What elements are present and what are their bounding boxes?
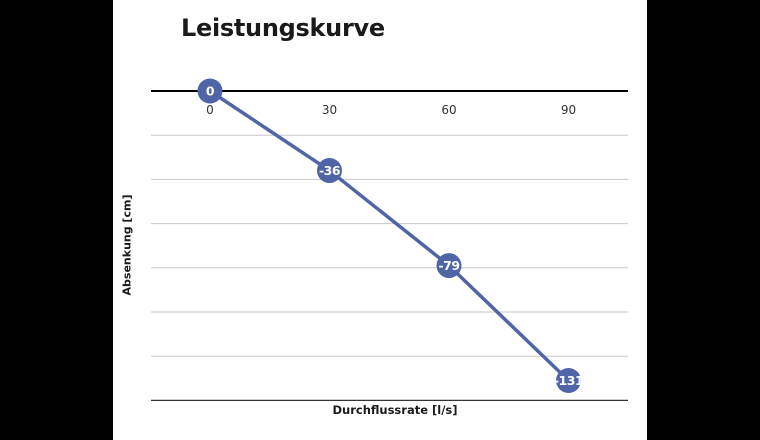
line-chart-plot: 0 30 60 90 0 -36 -79 -131 bbox=[151, 78, 628, 402]
data-point-marker bbox=[317, 158, 342, 184]
data-point-label: 0 bbox=[206, 84, 215, 99]
data-point-label: -36 bbox=[319, 163, 341, 178]
y-axis-label: Absenkung [cm] bbox=[120, 194, 134, 296]
data-point-marker bbox=[556, 368, 581, 394]
data-point-marker bbox=[436, 253, 462, 279]
x-tick-label: 90 bbox=[561, 103, 576, 117]
data-line bbox=[209, 89, 570, 382]
chart-title: Leistungskurve bbox=[181, 14, 385, 42]
x-axis-label: Durchflussrate [l/s] bbox=[332, 403, 458, 417]
data-point-marker bbox=[197, 78, 223, 104]
x-tick-label: 0 bbox=[206, 103, 214, 117]
x-tick-label: 30 bbox=[322, 103, 337, 117]
data-point-label: -79 bbox=[438, 258, 459, 273]
chart-panel: Leistungskurve 0 30 60 90 0 -36 -79 -131 Absenk… bbox=[113, 0, 647, 440]
data-point-label: -131 bbox=[554, 373, 583, 388]
x-tick-label: 60 bbox=[441, 103, 456, 117]
